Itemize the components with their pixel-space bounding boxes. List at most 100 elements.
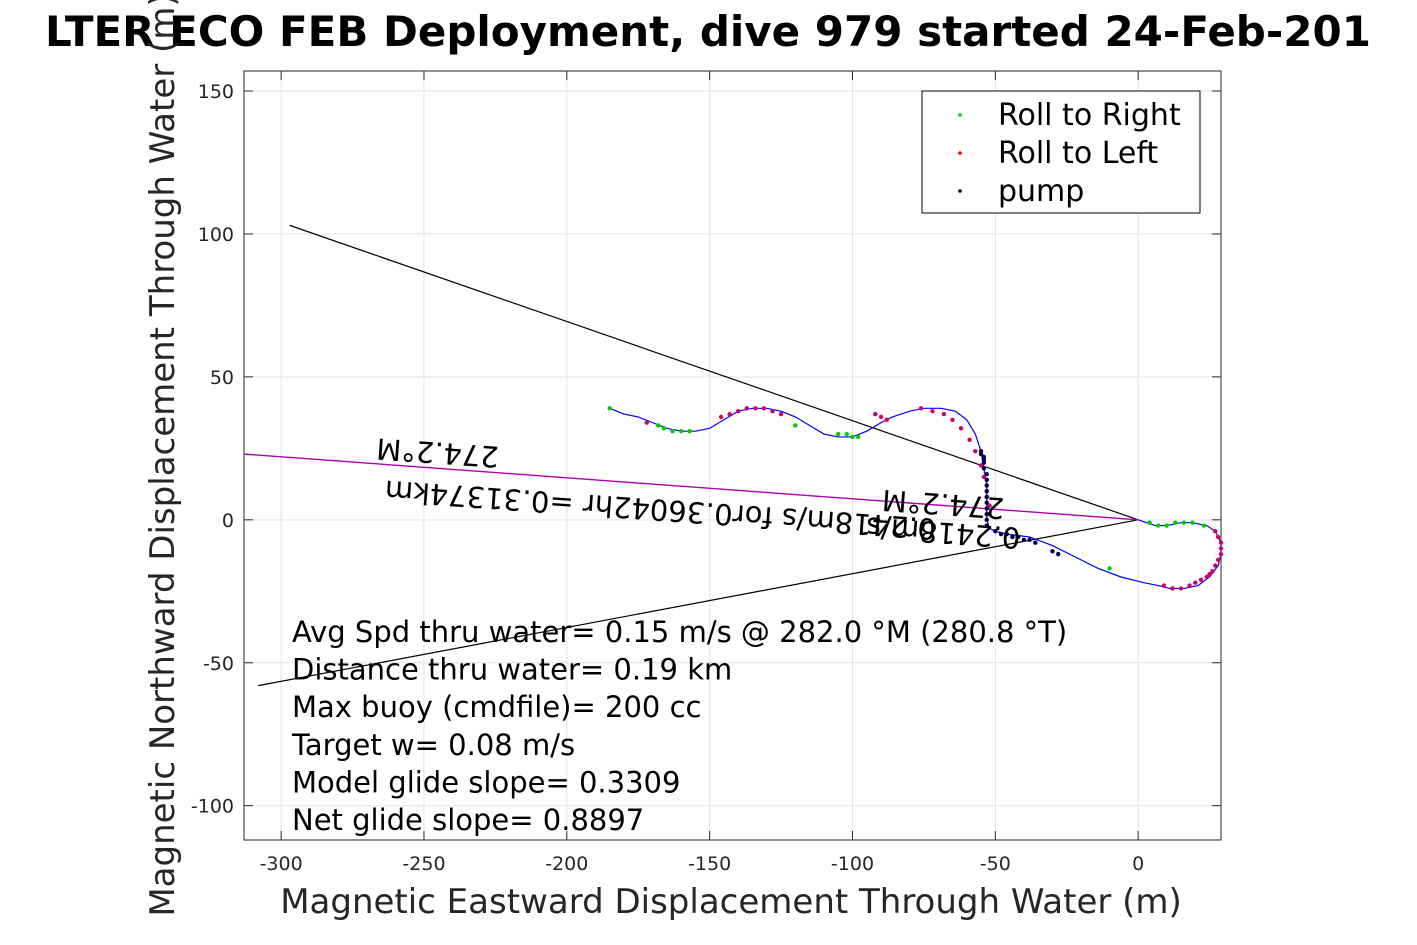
roll-left-marker (873, 411, 878, 417)
stats-line: Avg Spd thru water= 0.15 m/s @ 282.0 °M … (292, 615, 1067, 649)
pump-marker (1021, 537, 1027, 543)
pump-marker (984, 483, 989, 488)
legend-label-roll-left: Roll to Left (998, 136, 1158, 171)
roll-left-marker (1178, 586, 1184, 591)
y-axis-label: Magnetic Northward Displacement Through … (143, 0, 183, 917)
pump-marker (984, 523, 989, 528)
roll-right-marker (687, 429, 692, 434)
legend-marker-pump (958, 189, 962, 193)
pump-marker (978, 449, 984, 454)
stats-line: Model glide slope= 0.3309 (292, 765, 680, 799)
roll-right-marker (850, 434, 855, 440)
roll-left-marker (1213, 563, 1218, 568)
roll-left-marker (778, 411, 784, 417)
legend: Roll to Right Roll to Left pump (921, 90, 1201, 214)
roll-left-marker (1210, 569, 1215, 574)
pump-marker (984, 511, 989, 517)
pump-marker (981, 466, 987, 471)
stats-line: Max buoy (cmdfile)= 200 cc (292, 690, 701, 724)
pump-marker (1055, 551, 1061, 557)
roll-right-marker (1164, 523, 1169, 528)
roll-right-marker (1190, 520, 1195, 525)
roll-left-marker (644, 420, 649, 425)
roll-left-marker (878, 414, 884, 420)
roll-right-marker (607, 406, 612, 411)
roll-right-marker (678, 429, 684, 434)
x-tick-label: -250 (402, 853, 445, 875)
y-tick-label: 150 (198, 81, 234, 103)
roll-left-marker (1215, 534, 1221, 540)
pump-marker (1050, 549, 1055, 554)
roll-left-marker (930, 408, 935, 414)
x-axis-label: Magnetic Eastward Displacement Through W… (280, 882, 1182, 922)
y-tick-label: 100 (198, 224, 234, 246)
legend-box (921, 90, 1201, 214)
roll-left-marker (727, 411, 732, 417)
pump-marker (981, 454, 987, 460)
roll-left-marker (884, 417, 889, 422)
roll-right-marker (1173, 520, 1178, 525)
roll-right-marker (793, 423, 798, 428)
roll-right-marker (1107, 566, 1112, 571)
roll-left-marker (918, 406, 924, 411)
heading-line (243, 453, 1139, 521)
tick-marks (244, 71, 1221, 840)
roll-right-marker (656, 423, 661, 428)
y-tick-labels: 150 100 50 0 -50 -100 (191, 81, 234, 818)
roll-left-marker (1218, 540, 1224, 545)
pump-marker (984, 489, 989, 494)
pump-marker (1033, 540, 1038, 545)
roll-left-marker (941, 411, 947, 417)
roll-left-marker (1170, 586, 1175, 591)
roll-left-marker (1193, 580, 1198, 585)
roll-left-marker (1218, 551, 1224, 557)
cone-line-lower (258, 519, 1139, 687)
roll-left-marker (1198, 577, 1204, 583)
roll-left-marker (744, 406, 749, 411)
roll-left-marker (950, 417, 955, 422)
roll-left-marker (987, 503, 992, 508)
roll-right-marker (835, 431, 841, 437)
pump-marker (998, 531, 1004, 537)
roll-right-marker (670, 429, 675, 434)
roll-left-marker (1218, 546, 1224, 551)
legend-label-roll-right: Roll to Right (998, 98, 1181, 133)
x-tick-label: -50 (980, 853, 1011, 875)
pump-marker (1015, 534, 1021, 540)
roll-left-marker (753, 406, 758, 411)
legend-marker-roll-left (958, 151, 962, 155)
pump-marker (1027, 537, 1032, 543)
roll-left-marker (1187, 583, 1192, 588)
roll-right-marker (855, 434, 861, 440)
x-tick-label: -150 (688, 853, 731, 875)
roll-left-marker (736, 408, 741, 414)
stats-line: Target w= 0.08 m/s (291, 728, 575, 762)
roll-left-marker (981, 474, 987, 480)
roll-left-marker (1161, 583, 1167, 588)
pump-marker (1010, 534, 1015, 540)
y-tick-label: 50 (210, 367, 234, 389)
y-tick-label: -100 (191, 796, 234, 818)
grid-lines (244, 71, 1221, 840)
pump-marker (984, 471, 989, 477)
roll-left-marker (1204, 574, 1209, 580)
x-tick-labels: -300 -250 -200 -150 -100 -50 0 (260, 853, 1145, 875)
pump-marker (984, 517, 989, 523)
roll-left-marker (1215, 557, 1221, 563)
y-tick-label: 0 (222, 510, 234, 532)
x-tick-label: 0 (1132, 853, 1144, 875)
roll-left-marker (1207, 571, 1212, 577)
legend-marker-roll-right (958, 113, 962, 117)
roll-left-marker (967, 437, 972, 442)
roll-right-marker (844, 431, 849, 437)
pump-marker (984, 500, 989, 505)
x-tick-label: -100 (831, 853, 874, 875)
roll-right-marker (1201, 523, 1207, 528)
roll-right-marker (1155, 523, 1161, 528)
pump-marker (984, 506, 989, 511)
x-tick-label: -300 (260, 853, 303, 875)
pump-marker (1004, 531, 1009, 537)
x-tick-label: -200 (545, 853, 588, 875)
stats-line: Net glide slope= 0.8897 (292, 803, 644, 837)
